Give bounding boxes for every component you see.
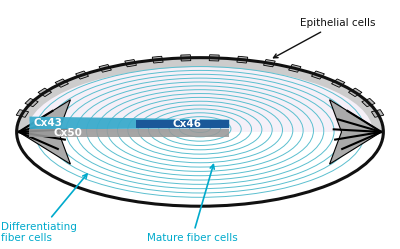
FancyBboxPatch shape xyxy=(348,88,362,97)
FancyBboxPatch shape xyxy=(125,60,136,67)
FancyBboxPatch shape xyxy=(16,110,29,117)
FancyBboxPatch shape xyxy=(99,64,112,72)
FancyBboxPatch shape xyxy=(76,71,88,79)
FancyBboxPatch shape xyxy=(312,71,324,79)
FancyBboxPatch shape xyxy=(362,98,375,107)
FancyBboxPatch shape xyxy=(332,79,345,87)
Text: Cx50: Cx50 xyxy=(53,128,82,138)
Text: Mature fiber cells: Mature fiber cells xyxy=(147,165,238,243)
FancyBboxPatch shape xyxy=(371,110,384,117)
Ellipse shape xyxy=(27,67,373,197)
Ellipse shape xyxy=(17,58,383,206)
Text: Differentiating
fiber cells: Differentiating fiber cells xyxy=(1,174,87,243)
Polygon shape xyxy=(30,117,229,129)
Polygon shape xyxy=(136,120,229,128)
FancyBboxPatch shape xyxy=(38,88,52,97)
FancyBboxPatch shape xyxy=(152,56,163,63)
Ellipse shape xyxy=(17,58,383,206)
Polygon shape xyxy=(330,100,381,164)
FancyBboxPatch shape xyxy=(25,98,38,107)
Text: Epithelial cells: Epithelial cells xyxy=(274,18,375,58)
Polygon shape xyxy=(19,100,70,164)
FancyBboxPatch shape xyxy=(237,56,248,63)
FancyBboxPatch shape xyxy=(55,79,68,87)
Text: Cx46: Cx46 xyxy=(172,119,201,129)
FancyBboxPatch shape xyxy=(209,55,219,61)
FancyBboxPatch shape xyxy=(181,55,191,61)
FancyBboxPatch shape xyxy=(288,64,301,72)
Text: Cx43: Cx43 xyxy=(34,118,62,128)
Polygon shape xyxy=(30,129,229,137)
FancyBboxPatch shape xyxy=(264,60,275,67)
Bar xyxy=(9,132,391,211)
